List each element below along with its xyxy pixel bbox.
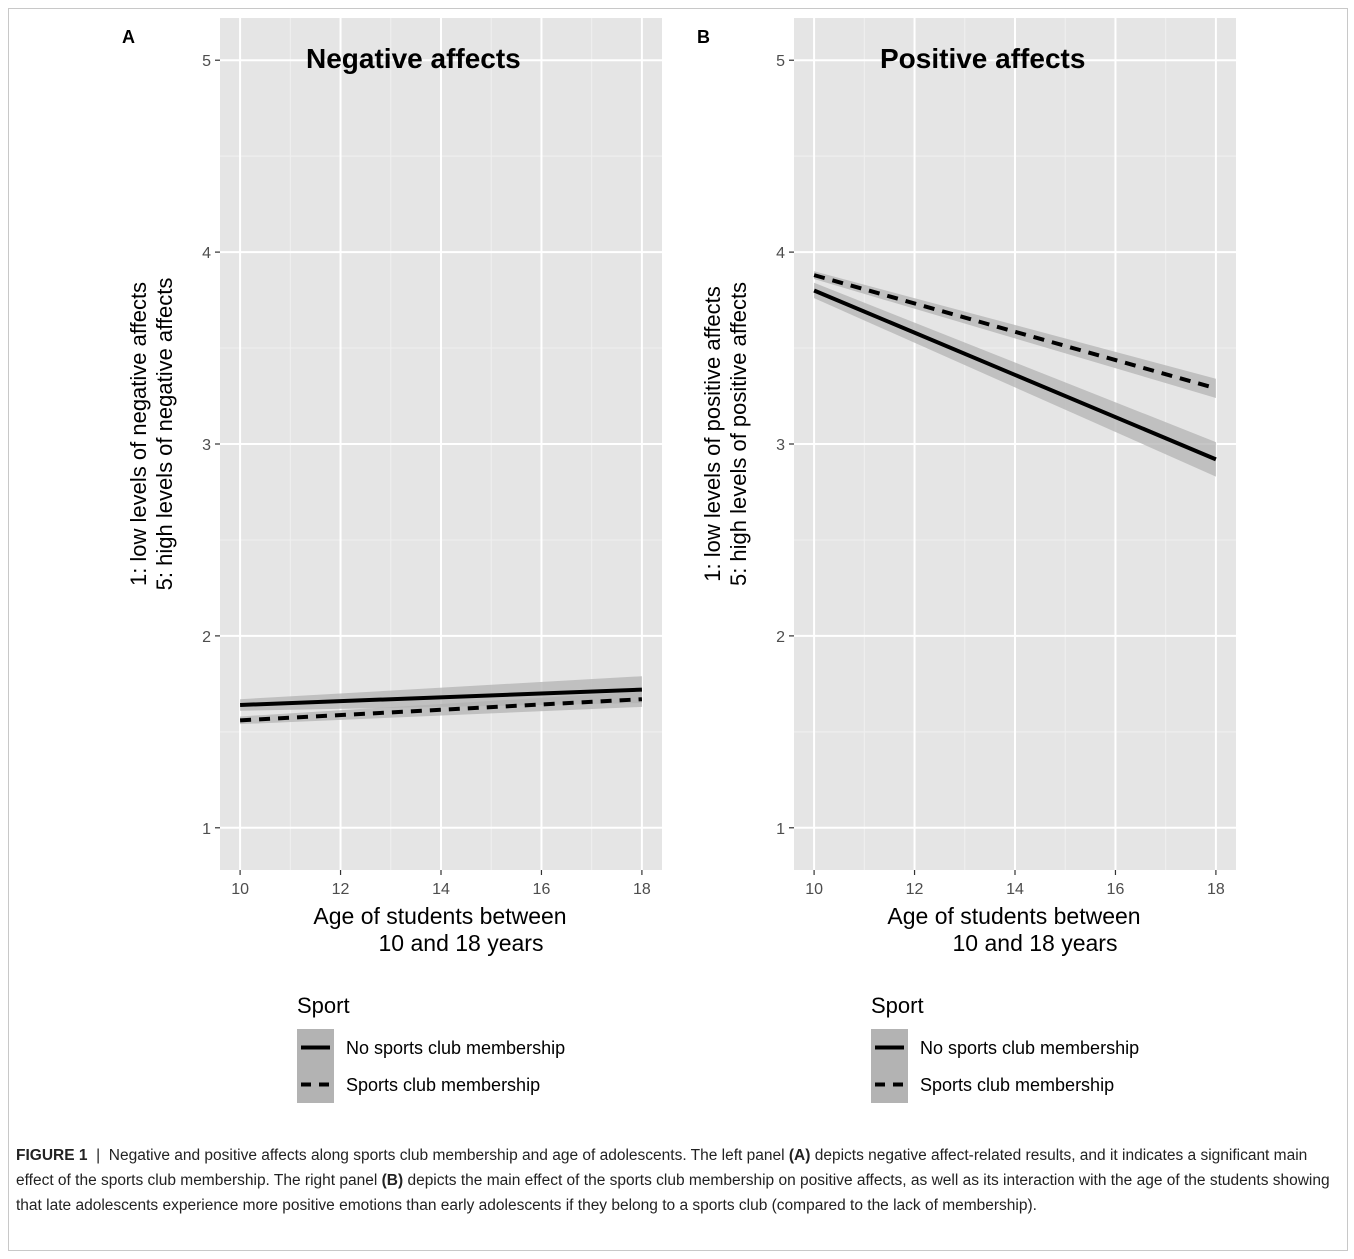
- x-tick-label: 12: [332, 881, 350, 898]
- legend-label-series-1: No sports club membership: [346, 1038, 565, 1058]
- panel-title: Positive affects: [880, 43, 1085, 74]
- figure-frame: [8, 8, 1348, 1251]
- series-line-1: [240, 687, 642, 707]
- caption-text-1: Negative and positive affects along spor…: [108, 1147, 789, 1164]
- x-tick-label: 18: [1207, 881, 1225, 898]
- series-line-1: [813, 288, 1217, 462]
- y-axis-label-line-1: 1: low levels of negative affects: [126, 282, 151, 586]
- legend-label-series-1: No sports club membership: [920, 1038, 1139, 1058]
- x-axis-label-line-2: 10 and 18 years: [953, 930, 1118, 956]
- y-tick-label: 3: [202, 437, 211, 454]
- legend-title: Sport: [297, 993, 350, 1018]
- y-tick-label: 4: [202, 245, 211, 262]
- legend-label-series-2: Sports club membership: [920, 1075, 1114, 1095]
- y-axis-label: 1: low levels of positive affects 5: high…: [700, 282, 751, 586]
- series-line-2: [813, 273, 1217, 391]
- y-axis-label-line-2: 5: high levels of positive affects: [726, 282, 751, 586]
- y-tick-label: 1: [202, 821, 211, 838]
- caption-panel-b-ref: (B): [381, 1172, 404, 1189]
- x-axis-label-line-1: Age of students between: [313, 903, 566, 929]
- caption-separator: |: [96, 1147, 101, 1164]
- figure-label: FIGURE 1: [16, 1147, 88, 1164]
- y-axis-label-line-1: 1: low levels of positive affects: [700, 286, 725, 582]
- panel-title: Negative affects: [306, 43, 521, 74]
- x-tick-label: 10: [805, 881, 823, 898]
- series-line-2: [239, 697, 643, 723]
- x-axis-label-line-2: 10 and 18 years: [379, 930, 544, 956]
- caption-panel-a-ref: (A): [788, 1147, 811, 1164]
- y-axis-label-line-2: 5: high levels of negative affects: [152, 278, 177, 591]
- x-tick-label: 16: [1107, 881, 1125, 898]
- y-tick-label: 2: [202, 629, 211, 646]
- x-tick-label: 18: [633, 881, 651, 898]
- x-tick-label: 16: [533, 881, 551, 898]
- caption-text-3: depicts the main effect of the sports cl…: [16, 1172, 1330, 1214]
- legend-title: Sport: [871, 993, 924, 1018]
- x-tick-label: 10: [231, 881, 249, 898]
- y-tick-label: 2: [776, 629, 785, 646]
- x-axis-label-line-1: Age of students between: [887, 903, 1140, 929]
- y-tick-label: 3: [776, 437, 785, 454]
- y-tick-label: 5: [776, 53, 785, 70]
- panel-letter: A: [122, 27, 135, 47]
- y-tick-label: 4: [776, 245, 785, 262]
- panel-letter: B: [697, 27, 710, 47]
- y-tick-label: 1: [776, 821, 785, 838]
- figure-caption: FIGURE 1 | Negative and positive affects…: [16, 1143, 1338, 1218]
- legend-label-series-2: Sports club membership: [346, 1075, 540, 1095]
- caption-text-2: depicts negative affect-related results,…: [16, 1147, 1308, 1189]
- x-tick-label: 14: [1006, 881, 1024, 898]
- x-tick-label: 12: [906, 881, 924, 898]
- y-axis-label: 1: low levels of negative affects 5: high…: [126, 278, 177, 591]
- y-tick-label: 5: [202, 53, 211, 70]
- x-tick-label: 14: [432, 881, 450, 898]
